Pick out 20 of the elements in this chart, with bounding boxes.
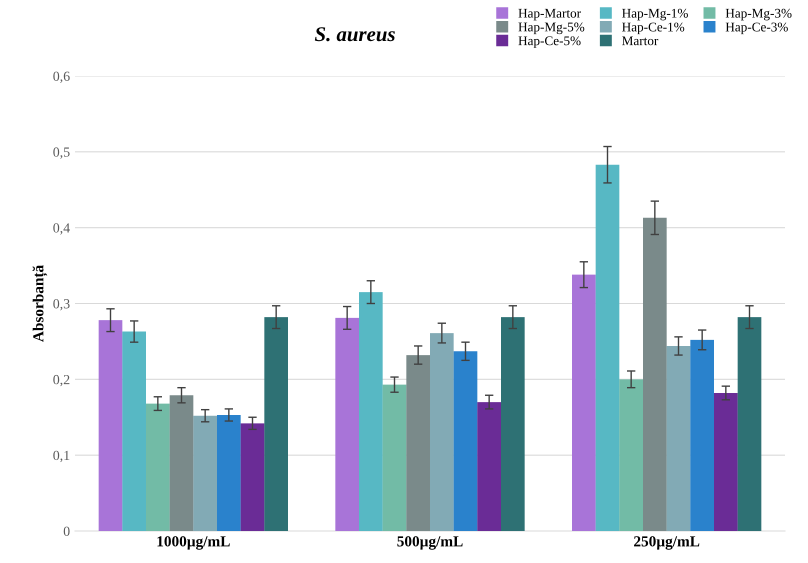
y-tick-label: 0,5 [53,147,70,159]
y-tick-label: 0 [64,526,70,536]
legend-label: Hap-Mg-1% [622,8,688,20]
y-axis-title: Absorbanță [32,265,48,342]
legend-label: Hap-Mg-3% [726,8,792,20]
y-tick-label: 0,3 [53,299,70,310]
y-tick-label: 0,1 [53,450,70,462]
y-tick-label: 0,2 [53,374,70,386]
legend-label: Hap-Ce-3% [726,22,788,34]
legend-label: Martor [622,36,658,46]
legend-label: Hap-Ce-1% [622,22,684,34]
y-tick-label: 0,6 [53,72,70,83]
legend-label: Hap-Martor [518,8,581,20]
x-tick-label: 1000µg/mL [157,536,230,550]
chart-title: S. aureus [314,27,395,42]
y-tick-label: 0,4 [53,223,70,235]
x-tick-label: 500µg/mL [397,536,463,550]
legend-label: Hap-Ce-5% [518,36,581,48]
legend-label: Hap-Mg-5% [518,22,584,34]
x-tick-label: 250µg/mL [634,536,700,550]
